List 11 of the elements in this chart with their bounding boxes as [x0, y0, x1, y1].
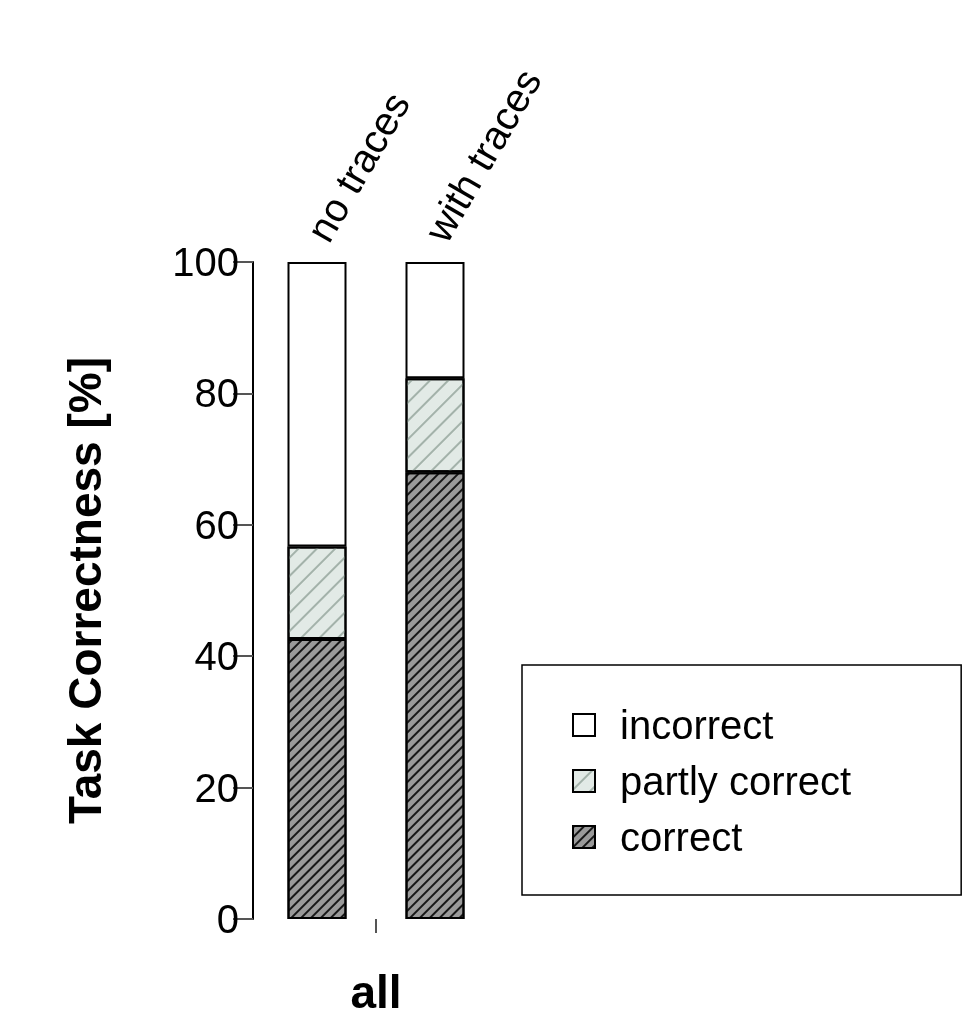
- x-axis-title: all: [350, 966, 402, 1018]
- y-tick-label: 80: [194, 371, 239, 416]
- y-tick-label: 60: [194, 502, 239, 547]
- y-tick-label: 0: [216, 897, 239, 941]
- legend-label: incorrect: [620, 703, 774, 747]
- y-tick-label: 100: [172, 240, 239, 284]
- y-axis-title: Task Correctness [%]: [59, 357, 111, 824]
- legend-label: correct: [620, 815, 743, 859]
- y-tick-label: 20: [194, 765, 239, 810]
- legend-label: partly correct: [620, 759, 852, 803]
- y-tick-label: 40: [194, 634, 239, 679]
